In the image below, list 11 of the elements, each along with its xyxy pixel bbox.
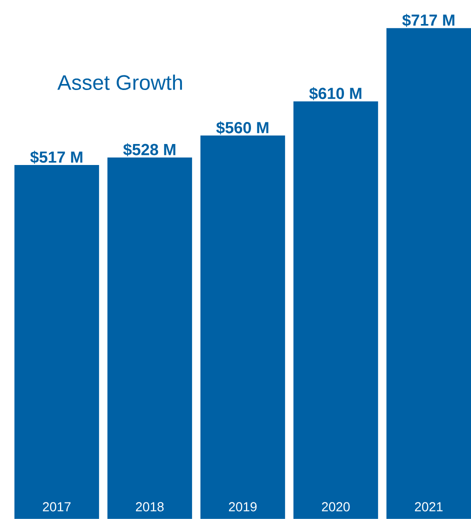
data-label: $610 M [309, 87, 362, 100]
x-tick-label: 2019 [228, 502, 257, 512]
data-label: $560 M [216, 121, 268, 134]
text: Asset Growth [57, 74, 182, 90]
x-tick-label: 2017 [42, 502, 70, 512]
data-label: $517 M [30, 150, 82, 164]
x-tick-label: 2020 [322, 502, 350, 512]
x-tick-label: 2018 [136, 502, 164, 512]
data-label: $717 M [402, 14, 454, 27]
data-label: $528 M [123, 143, 176, 156]
x-tick-label: 2021 [414, 502, 443, 512]
